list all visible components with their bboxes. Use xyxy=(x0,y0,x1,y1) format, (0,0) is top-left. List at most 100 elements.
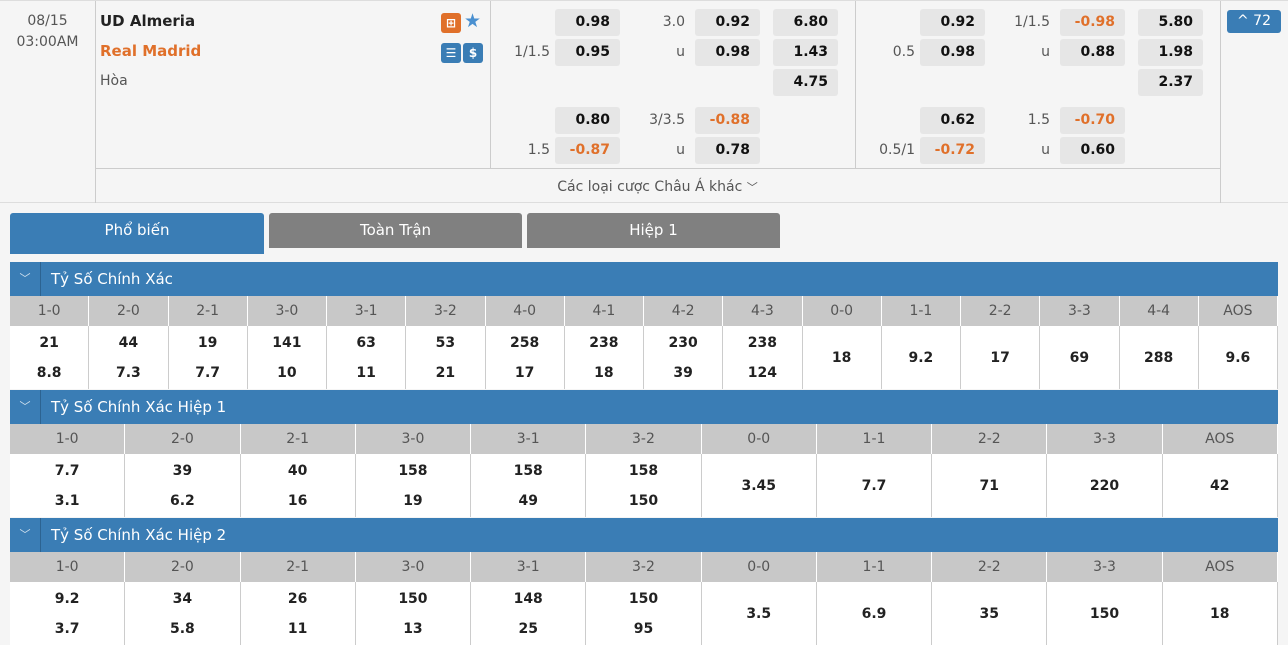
score-odds-value[interactable]: 3.5 xyxy=(746,605,772,622)
score-odds-value[interactable]: 18 xyxy=(831,349,852,366)
score-odds-value[interactable]: 5.8 xyxy=(169,620,195,637)
more-bets-link[interactable]: Các loại cược Châu Á khác ﹀ xyxy=(95,179,1220,195)
score-odds-value[interactable]: 150 xyxy=(628,492,659,509)
score-odds-value[interactable]: 17 xyxy=(990,349,1010,366)
chevron-down-icon[interactable]: ﹀ xyxy=(10,518,41,552)
section-header[interactable]: ﹀ Tỷ Số Chính Xác xyxy=(10,262,1278,296)
chevron-down-icon[interactable]: ﹀ xyxy=(10,262,41,296)
score-odds-value[interactable]: 9.2 xyxy=(54,590,80,607)
odds-ht-ou2-over[interactable]: -0.70 xyxy=(1060,107,1125,134)
score-odds-cell[interactable]: 230 39 xyxy=(644,326,724,389)
score-odds-value[interactable]: 19 xyxy=(403,492,423,509)
score-odds-value[interactable]: 13 xyxy=(403,620,423,637)
score-odds-value[interactable]: 18 xyxy=(1210,605,1230,622)
odds-ht-hdp-away[interactable]: 0.98 xyxy=(920,39,985,66)
score-odds-value[interactable]: 258 xyxy=(510,334,540,351)
star-icon[interactable]: ★ xyxy=(464,10,482,32)
odds-ht-hdp2-away[interactable]: -0.72 xyxy=(920,137,985,164)
score-odds-value[interactable]: 34 xyxy=(172,590,193,607)
odds-ft-ou2-under[interactable]: 0.78 xyxy=(695,137,760,164)
score-odds-cell[interactable]: 238 18 xyxy=(565,326,644,389)
score-odds-cell[interactable]: 9.2 xyxy=(882,326,961,389)
score-odds-cell[interactable]: 7.7 3.1 xyxy=(10,454,126,517)
section-header[interactable]: ﹀ Tỷ Số Chính Xác Hiệp 2 xyxy=(10,518,1278,552)
odds-ht-ou-over[interactable]: -0.98 xyxy=(1060,9,1125,36)
odds-ht-ou2-under[interactable]: 0.60 xyxy=(1060,137,1125,164)
score-odds-cell[interactable]: 3.45 xyxy=(702,454,817,517)
score-odds-cell[interactable]: 35 xyxy=(932,582,1048,645)
score-odds-value[interactable]: 42 xyxy=(1210,477,1230,494)
score-odds-value[interactable]: 6.9 xyxy=(861,605,887,622)
section-header[interactable]: ﹀ Tỷ Số Chính Xác Hiệp 1 xyxy=(10,390,1278,424)
away-team[interactable]: Real Madrid xyxy=(100,42,202,60)
score-odds-cell[interactable]: 18 xyxy=(803,326,882,389)
score-odds-value[interactable]: 25 xyxy=(518,620,538,637)
score-odds-value[interactable]: 8.8 xyxy=(36,364,62,381)
score-odds-cell[interactable]: 26 11 xyxy=(241,582,356,645)
score-odds-value[interactable]: 44 xyxy=(118,334,139,351)
score-odds-cell[interactable]: 150 13 xyxy=(356,582,472,645)
odds-ht-hdp-home[interactable]: 0.92 xyxy=(920,9,985,36)
score-odds-cell[interactable]: 150 xyxy=(1047,582,1163,645)
odds-ft-hdp-away[interactable]: 0.95 xyxy=(555,39,620,66)
score-odds-value[interactable]: 150 xyxy=(628,590,659,607)
odds-ft-hdp2-home[interactable]: 0.80 xyxy=(555,107,620,134)
tab-pho-bien[interactable]: Phổ biến xyxy=(10,213,264,254)
home-team[interactable]: UD Almeria xyxy=(100,12,196,30)
score-odds-value[interactable]: 35 xyxy=(979,605,999,622)
odds-ht-ou-under[interactable]: 0.88 xyxy=(1060,39,1125,66)
score-odds-value[interactable]: 141 xyxy=(272,334,302,351)
score-odds-value[interactable]: 6.2 xyxy=(169,492,195,509)
score-odds-value[interactable]: 124 xyxy=(747,364,777,381)
odds-ht-1x2-home[interactable]: 5.80 xyxy=(1138,9,1203,36)
score-odds-cell[interactable]: 34 5.8 xyxy=(125,582,241,645)
score-odds-value[interactable]: 288 xyxy=(1144,349,1174,366)
odds-ft-1x2-away[interactable]: 1.43 xyxy=(773,39,838,66)
score-odds-cell[interactable]: 18 xyxy=(1163,582,1278,645)
score-odds-value[interactable]: 63 xyxy=(356,334,376,351)
score-odds-cell[interactable]: 17 xyxy=(961,326,1041,389)
score-odds-cell[interactable]: 53 21 xyxy=(406,326,486,389)
score-odds-value[interactable]: 95 xyxy=(633,620,654,637)
score-odds-value[interactable]: 150 xyxy=(398,590,428,607)
odds-ft-hdp-home[interactable]: 0.98 xyxy=(555,9,620,36)
odds-ft-ou-over[interactable]: 0.92 xyxy=(695,9,760,36)
score-odds-cell[interactable]: 158 49 xyxy=(471,454,587,517)
score-odds-value[interactable]: 7.7 xyxy=(54,462,80,479)
score-odds-cell[interactable]: 6.9 xyxy=(817,582,933,645)
odds-ft-ou2-over[interactable]: -0.88 xyxy=(695,107,760,134)
score-odds-cell[interactable]: 238 124 xyxy=(723,326,803,389)
score-odds-value[interactable]: 238 xyxy=(747,334,777,351)
score-odds-value[interactable]: 158 xyxy=(398,462,428,479)
score-odds-value[interactable]: 238 xyxy=(589,334,619,351)
score-odds-cell[interactable]: 7.7 xyxy=(817,454,933,517)
odds-ht-hdp2-home[interactable]: 0.62 xyxy=(920,107,985,134)
odds-ht-1x2-draw[interactable]: 2.37 xyxy=(1138,69,1203,96)
score-odds-cell[interactable]: 63 11 xyxy=(327,326,407,389)
score-odds-cell[interactable]: 42 xyxy=(1163,454,1278,517)
score-odds-cell[interactable]: 44 7.3 xyxy=(89,326,169,389)
score-odds-cell[interactable]: 288 xyxy=(1120,326,1199,389)
score-odds-value[interactable]: 26 xyxy=(287,590,308,607)
score-odds-value[interactable]: 150 xyxy=(1089,605,1120,622)
score-odds-cell[interactable]: 158 19 xyxy=(356,454,472,517)
score-odds-cell[interactable]: 40 16 xyxy=(241,454,356,517)
expand-button[interactable]: ^ 72 xyxy=(1227,10,1281,33)
score-odds-value[interactable]: 7.7 xyxy=(861,477,887,494)
field-icon[interactable]: ⊞ xyxy=(441,13,461,33)
score-odds-value[interactable]: 11 xyxy=(356,364,376,381)
dollar-icon[interactable]: $ xyxy=(463,43,483,63)
score-odds-cell[interactable]: 19 7.7 xyxy=(169,326,248,389)
score-odds-cell[interactable]: 158 150 xyxy=(586,454,702,517)
score-odds-value[interactable]: 69 xyxy=(1069,349,1090,366)
score-odds-value[interactable]: 3.45 xyxy=(741,477,776,494)
odds-ft-hdp2-away[interactable]: -0.87 xyxy=(555,137,620,164)
score-odds-cell[interactable]: 3.5 xyxy=(702,582,817,645)
odds-ft-1x2-draw[interactable]: 4.75 xyxy=(773,69,838,96)
score-odds-value[interactable]: 16 xyxy=(287,492,308,509)
score-odds-cell[interactable]: 69 xyxy=(1040,326,1120,389)
score-odds-cell[interactable]: 150 95 xyxy=(586,582,702,645)
score-odds-value[interactable]: 21 xyxy=(39,334,59,351)
score-odds-value[interactable]: 158 xyxy=(513,462,543,479)
score-odds-value[interactable]: 3.7 xyxy=(54,620,80,637)
